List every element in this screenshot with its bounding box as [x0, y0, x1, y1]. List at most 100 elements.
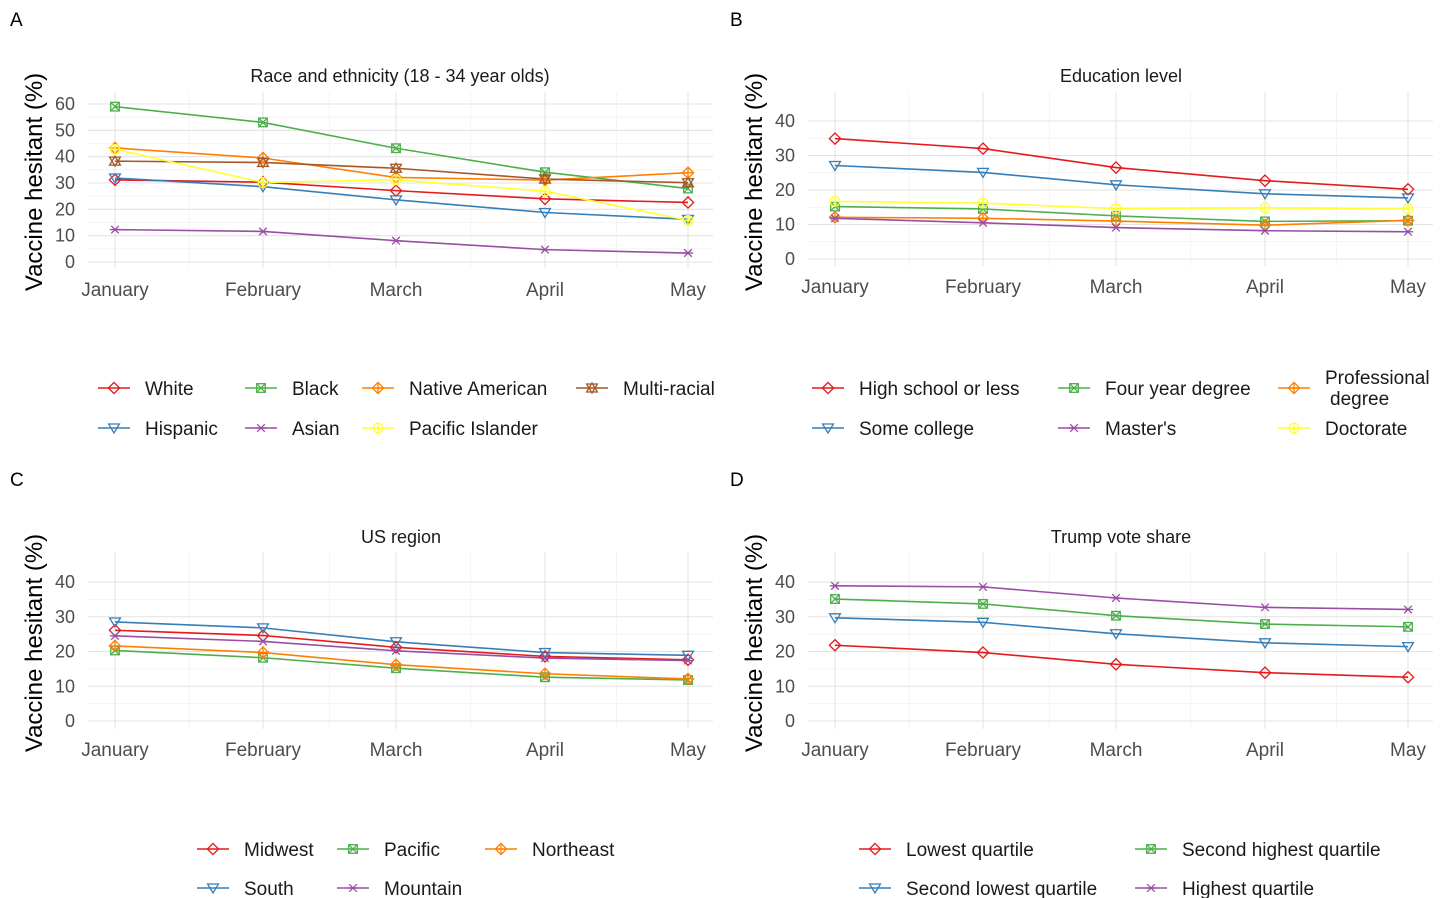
- data-point: [109, 225, 121, 234]
- series-line: [114, 228, 689, 254]
- panel-letter: A: [10, 10, 23, 31]
- legend-item: South: [197, 879, 294, 898]
- x-tick-label: February: [225, 740, 302, 761]
- legend-key-marker: [585, 381, 599, 395]
- data-point: [391, 143, 401, 154]
- data-point: [1259, 603, 1271, 612]
- data-point: [977, 197, 989, 209]
- data-point: [828, 638, 842, 652]
- data-point: [108, 154, 122, 168]
- panel-d: D Trump vote share Vaccine hesitant (%) 0 10…: [730, 470, 1433, 898]
- legend-item: Professional degree: [1278, 368, 1430, 410]
- legend-key-marker: [1146, 844, 1156, 854]
- y-axis-label: Vaccine hesitant (%): [741, 73, 768, 291]
- data-point: [1109, 214, 1123, 228]
- data-point: [257, 227, 269, 236]
- legend-label: Multi-racial: [623, 379, 715, 400]
- data-point: [1401, 182, 1415, 196]
- data-point: [110, 101, 120, 112]
- y-tick-label: 20: [775, 642, 795, 662]
- data-point: [1260, 619, 1270, 629]
- data-point: [1109, 657, 1123, 671]
- legend-key-marker: [868, 883, 882, 895]
- legend-label: Highest quartile: [1182, 879, 1314, 898]
- series-line: [834, 644, 1409, 679]
- legend-item: Multi-racial: [576, 379, 715, 400]
- data-point: [1258, 174, 1272, 188]
- data-point: [256, 646, 270, 660]
- plot-grid: [808, 552, 1433, 729]
- legend-key-marker: [494, 842, 508, 856]
- legend-label: White: [145, 379, 194, 400]
- x-tick-label: May: [670, 740, 706, 761]
- plot-grid: [88, 552, 713, 729]
- y-tick-label: 10: [55, 676, 75, 696]
- data-point: [681, 653, 695, 667]
- data-point: [976, 142, 990, 156]
- chart-title: Trump vote share: [1051, 527, 1191, 547]
- data-point: [538, 192, 552, 206]
- legend-item: Black: [245, 379, 339, 400]
- legend-label: Second highest quartile: [1182, 840, 1381, 861]
- data-point: [1401, 213, 1415, 227]
- legend-label: Asian: [292, 419, 340, 440]
- data-point: [682, 248, 694, 258]
- data-point: [389, 161, 403, 175]
- data-point: [1110, 223, 1122, 232]
- series-line: [834, 585, 1409, 611]
- data-point: [108, 639, 122, 653]
- legend-label: Professional degree: [1325, 368, 1430, 410]
- legend-label: South: [244, 879, 294, 898]
- data-point: [681, 672, 695, 686]
- legend-item: Lowest quartile: [859, 840, 1034, 861]
- legend-key-marker: [821, 423, 835, 435]
- legend: High school or less Four year degree Profe…: [812, 368, 1430, 440]
- data-point: [1401, 670, 1415, 684]
- data-point: [1110, 203, 1122, 215]
- y-tick-label: 20: [55, 199, 75, 219]
- legend-key-marker: [107, 381, 121, 395]
- y-axis-label: Vaccine hesitant (%): [21, 73, 48, 291]
- x-tick-label: May: [1390, 277, 1426, 298]
- y-tick-label: 60: [55, 94, 75, 114]
- legend-item: Mountain: [337, 879, 462, 898]
- data-point: [389, 195, 403, 207]
- y-tick-label: 10: [55, 226, 75, 246]
- data-point: [109, 143, 121, 155]
- data-point: [1258, 189, 1272, 201]
- y-tick-label: 30: [775, 146, 795, 166]
- legend-item: Some college: [812, 419, 974, 440]
- data-point: [830, 594, 840, 604]
- data-point: [1401, 193, 1415, 205]
- legend-item: Midwest: [197, 840, 314, 861]
- data-point: [389, 637, 403, 649]
- x-tick-label: March: [370, 740, 423, 761]
- legend-label: High school or less: [859, 379, 1020, 400]
- data-point: [538, 207, 552, 219]
- data-point: [257, 177, 269, 188]
- legend-key-marker: [821, 381, 835, 395]
- data-point: [109, 631, 121, 641]
- y-tick-label: 20: [775, 180, 795, 200]
- legend-label: Northeast: [532, 840, 615, 861]
- y-tick-label: 40: [775, 572, 795, 592]
- chart-title: Race and ethnicity (18 - 34 year olds): [250, 66, 549, 86]
- data-point: [390, 174, 402, 186]
- data-point: [1401, 641, 1415, 653]
- data-point: [1109, 161, 1123, 175]
- panel-letter: B: [730, 10, 743, 31]
- y-tick-label: 30: [55, 173, 75, 193]
- legend-key-marker: [348, 844, 358, 854]
- legend-item: Second highest quartile: [1135, 840, 1381, 861]
- legend-item: White: [98, 379, 194, 400]
- y-tick-label: 0: [785, 249, 795, 269]
- data-point: [539, 245, 551, 254]
- legend-label: Some college: [859, 419, 974, 440]
- legend-key-marker: [107, 423, 121, 435]
- data-point: [108, 173, 122, 185]
- data-point: [829, 195, 841, 207]
- y-tick-label: 20: [55, 642, 75, 662]
- x-tick-label: May: [670, 280, 706, 301]
- data-point: [256, 156, 270, 169]
